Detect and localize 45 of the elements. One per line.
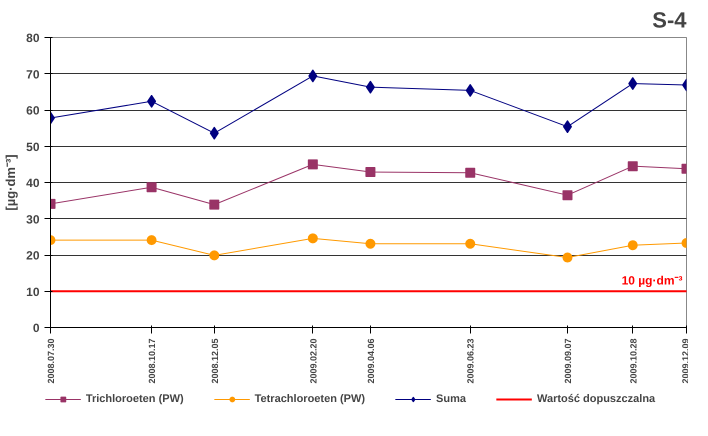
point	[209, 200, 220, 210]
point	[628, 240, 638, 250]
y-tick-label: 20	[26, 248, 40, 262]
point	[365, 238, 376, 249]
legend-label: Tetrachloroeten (PW)	[254, 393, 366, 405]
point	[146, 235, 157, 246]
y-tick-label: 80	[26, 31, 40, 45]
legend-label: Suma	[436, 393, 466, 405]
point	[308, 159, 318, 170]
y-axis-title: [µg·dm⁻³]	[3, 154, 18, 211]
x-tick-label: 2009.09.07	[562, 338, 573, 384]
legend-label: Trichloroeten (PW)	[86, 393, 184, 405]
point	[562, 120, 572, 134]
x-tick-label: 2009.10.28	[628, 338, 638, 384]
point	[628, 77, 638, 90]
y-tick-label: 50	[26, 140, 40, 154]
x-tick-label: 2008.10.17	[147, 338, 158, 384]
y-tick-label: 30	[26, 212, 40, 226]
x-tick-label: 2009.04.06	[366, 338, 376, 384]
x-tick-label: 2009.02.20	[308, 338, 318, 384]
y-tick-label: 10	[26, 284, 40, 299]
point	[628, 161, 638, 172]
x-tick-label: 2009.06.23	[466, 338, 476, 384]
y-tick-label: 40	[26, 176, 40, 190]
y-tick-label: 60	[26, 104, 40, 118]
x-tick-label: 2008.12.05	[210, 338, 220, 384]
point	[308, 69, 318, 82]
point	[465, 168, 476, 178]
point	[210, 126, 219, 140]
point	[562, 190, 572, 200]
y-tick-label: 70	[26, 67, 40, 82]
point	[147, 94, 156, 108]
point	[466, 84, 475, 97]
legend-label: Wartość dopuszczalna	[537, 393, 656, 405]
point	[365, 166, 376, 177]
point	[465, 238, 476, 249]
y-tick-label: 0	[32, 321, 40, 335]
point	[209, 250, 220, 260]
point	[146, 182, 157, 192]
x-tick-label: 2008.07.30	[46, 338, 56, 384]
point	[562, 252, 572, 263]
point	[308, 233, 318, 244]
point	[366, 80, 375, 94]
annotation: 10 µg·dm⁻³	[622, 273, 683, 288]
chart-title: S-4	[652, 8, 688, 32]
